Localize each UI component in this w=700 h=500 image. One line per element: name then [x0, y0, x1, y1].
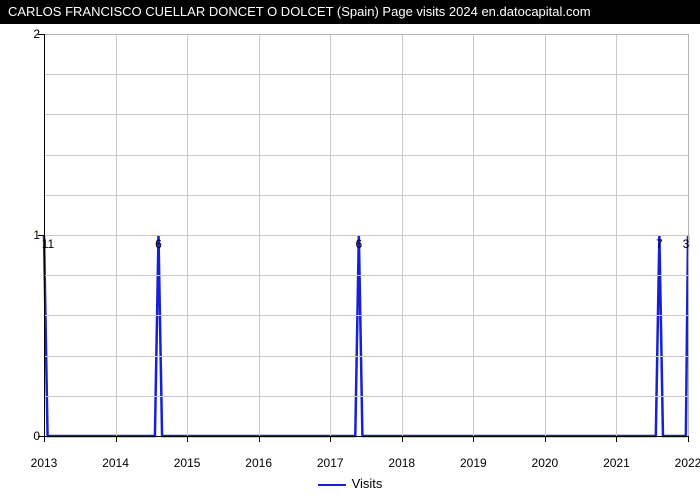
xtick-label: 2017	[317, 456, 344, 470]
ytick-label: 1	[33, 228, 40, 242]
plot-border	[688, 34, 689, 436]
data-point-label: 7	[656, 237, 663, 251]
xtick-label: 2022	[675, 456, 700, 470]
data-point-label: 11	[42, 237, 54, 251]
grid-line-h-minor	[44, 195, 688, 196]
legend-label: Visits	[352, 476, 383, 491]
xtick-mark	[259, 436, 260, 442]
title-bar: CARLOS FRANCISCO CUELLAR DONCET O DOLCET…	[0, 0, 700, 24]
xtick-label: 2021	[603, 456, 630, 470]
xtick-mark	[187, 436, 188, 442]
grid-line-h-minor	[44, 74, 688, 75]
grid-line-h-minor	[44, 114, 688, 115]
xtick-mark	[545, 436, 546, 442]
xtick-label: 2020	[532, 456, 559, 470]
xtick-mark	[44, 436, 45, 442]
series-line-visits	[44, 235, 688, 436]
xtick-label: 2019	[460, 456, 487, 470]
plot-border	[44, 34, 688, 35]
page-title: CARLOS FRANCISCO CUELLAR DONCET O DOLCET…	[8, 4, 591, 19]
xtick-mark	[473, 436, 474, 442]
grid-line-h-minor	[44, 155, 688, 156]
xtick-mark	[402, 436, 403, 442]
ytick-label: 0	[33, 429, 40, 443]
xtick-label: 2015	[174, 456, 201, 470]
grid-line-h-minor	[44, 356, 688, 357]
data-point-label: 6	[155, 237, 162, 251]
data-point-label: 3	[683, 237, 690, 251]
xtick-mark	[616, 436, 617, 442]
ytick-label: 2	[33, 27, 40, 41]
x-axis-line	[44, 436, 688, 437]
legend-swatch	[318, 484, 346, 486]
xtick-label: 2014	[102, 456, 129, 470]
xtick-label: 2018	[388, 456, 415, 470]
xtick-mark	[330, 436, 331, 442]
xtick-label: 2013	[31, 456, 58, 470]
chart-root: CARLOS FRANCISCO CUELLAR DONCET O DOLCET…	[0, 0, 700, 500]
plot-area	[44, 34, 688, 436]
data-point-label: 6	[356, 237, 363, 251]
legend: Visits	[0, 476, 700, 491]
y-axis-line	[44, 34, 45, 436]
grid-line-h-minor	[44, 315, 688, 316]
xtick-label: 2016	[245, 456, 272, 470]
xtick-mark	[116, 436, 117, 442]
grid-line-h-minor	[44, 396, 688, 397]
grid-line-h-minor	[44, 275, 688, 276]
grid-line-h-major	[44, 235, 688, 236]
xtick-mark	[688, 436, 689, 442]
